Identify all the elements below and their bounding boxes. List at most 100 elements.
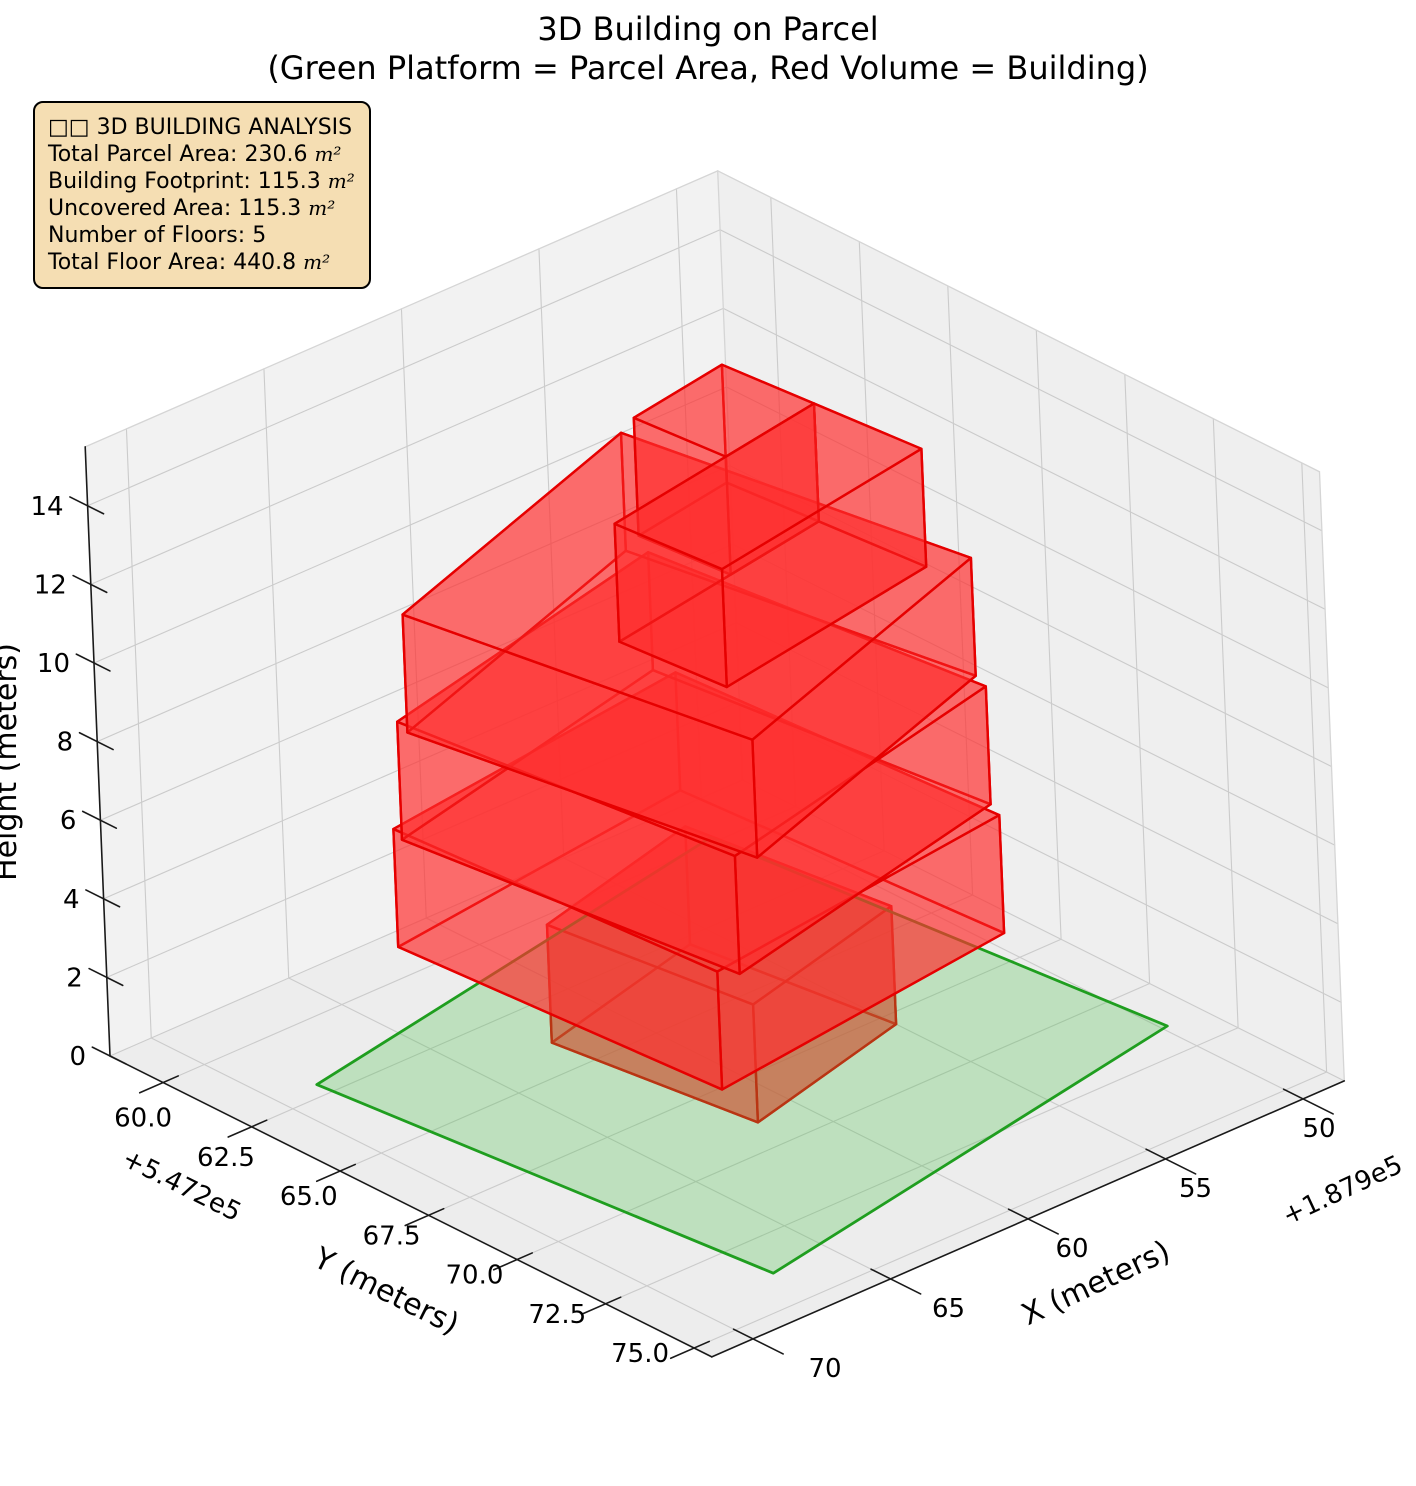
z-tick-label: 6 <box>60 806 77 836</box>
pane-edge <box>84 170 719 448</box>
grid-line <box>150 1037 754 1340</box>
grid-line <box>563 857 1167 1160</box>
y-tick-label: 75.0 <box>611 1339 669 1369</box>
z-tick <box>88 967 124 987</box>
z-tick <box>78 731 114 751</box>
pane-edge <box>717 170 744 781</box>
grid-line <box>858 241 885 852</box>
grid-line <box>87 229 721 507</box>
chart-title-line1: 3D Building on Parcel <box>537 10 879 48</box>
grid-line <box>538 248 565 859</box>
pane-edge <box>1318 471 1345 1082</box>
stat-label: Total Floor Area: <box>48 250 227 275</box>
floor-4-face <box>401 431 973 741</box>
grid-line <box>263 368 290 979</box>
grid-line <box>106 700 740 978</box>
analysis-row-parcel-area: Total Parcel Area: 230.6 m² <box>48 141 356 168</box>
grid-line <box>288 977 892 1280</box>
grid-line <box>732 543 1336 846</box>
z-tick-label: 12 <box>34 570 67 600</box>
stat-value: 115.3 <box>257 169 321 194</box>
pane-back-right <box>717 170 1345 1081</box>
grid-line <box>675 188 702 799</box>
grid-line <box>99 543 734 821</box>
z-axis-spine <box>84 446 111 1057</box>
stat-label: Building Footprint: <box>48 169 251 194</box>
grid-line <box>162 805 797 1084</box>
grid-line <box>251 850 885 1128</box>
z-tick-label: 10 <box>37 649 70 679</box>
z-tick <box>91 1046 127 1065</box>
z-tick-label: 8 <box>57 728 74 758</box>
x-axis-offset: +1.879e5 <box>1278 1150 1407 1232</box>
chart-title-line2: (Green Platform = Parcel Area, Red Volum… <box>267 49 1149 88</box>
y-tick-label: 65.0 <box>280 1182 338 1212</box>
grid-line <box>770 196 797 808</box>
analysis-row-floor-area: Total Floor Area: 440.8 m² <box>48 249 356 276</box>
grid-line <box>735 622 1339 925</box>
x-axis-label: X (meters) <box>1016 1234 1175 1333</box>
stat-label: Number of Floors: <box>48 223 246 248</box>
floor-2-face <box>392 671 1001 973</box>
analysis-row-footprint: Building Footprint: 115.3 m² <box>48 168 356 195</box>
grid-line <box>1035 329 1062 940</box>
grid-line <box>109 779 744 1057</box>
x-tick <box>1145 1148 1197 1175</box>
pane-edge <box>717 170 1321 473</box>
x-tick <box>732 1328 784 1355</box>
stat-unit: m² <box>308 196 336 220</box>
stat-unit: m² <box>303 250 331 274</box>
floor-3-face <box>396 551 987 858</box>
grid-line <box>90 307 724 585</box>
x-tick-label: 70 <box>809 1354 842 1384</box>
analysis-box: □□ 3D BUILDING ANALYSIS Total Parcel Are… <box>33 101 371 289</box>
y-tick <box>138 1075 180 1094</box>
stat-unit: m² <box>314 142 342 166</box>
analysis-row-uncovered: Uncovered Area: 115.3 m² <box>48 195 356 222</box>
x-tick-label: 65 <box>932 1294 965 1324</box>
parcel-platform <box>315 836 1169 1275</box>
z-tick-label: 14 <box>31 492 64 522</box>
z-tick-label: 4 <box>63 885 80 915</box>
y-tick <box>669 1340 711 1360</box>
analysis-box-header: □□ 3D BUILDING ANALYSIS <box>48 115 353 140</box>
y-tick-label: 70.0 <box>445 1261 503 1291</box>
grid-line <box>741 779 1345 1082</box>
stat-unit: m² <box>327 169 355 193</box>
grid-line <box>605 1027 1239 1305</box>
x-tick <box>1282 1088 1334 1115</box>
z-axis-label: Height (meters) <box>0 643 24 881</box>
grid-line <box>516 982 1151 1261</box>
grid-line <box>1124 373 1151 985</box>
grid-line <box>125 428 152 1039</box>
y-tick <box>581 1296 622 1315</box>
y-tick <box>492 1252 534 1271</box>
grid-line <box>103 622 737 900</box>
chart-title: 3D Building on Parcel (Green Platform = … <box>0 10 1416 88</box>
x-tick-label: 60 <box>1056 1234 1089 1264</box>
z-tick <box>85 889 121 908</box>
grid-line <box>425 917 1029 1220</box>
y-tick <box>227 1119 268 1138</box>
stat-label: Uncovered Area: <box>48 196 232 221</box>
stat-value: 5 <box>252 223 267 248</box>
analysis-row-floors: Number of Floors: 5 <box>48 222 356 249</box>
x-tick <box>870 1268 922 1295</box>
x-tick <box>1007 1208 1059 1235</box>
floor-5-face <box>613 402 923 571</box>
stat-value: 115.3 <box>238 196 302 221</box>
z-tick <box>81 810 118 829</box>
grid-line <box>947 285 974 896</box>
y-tick-label: 62.5 <box>197 1143 255 1173</box>
grid-line <box>1301 462 1328 1073</box>
grid-line <box>725 386 1329 689</box>
z-tick-label: 2 <box>66 963 83 993</box>
z-tick <box>72 574 108 594</box>
grid-line <box>700 797 1304 1100</box>
grid-line <box>1212 418 1239 1029</box>
floor-1-face <box>545 825 893 1006</box>
x-tick-label: 50 <box>1303 1114 1336 1144</box>
stat-label: Total Parcel Area: <box>48 142 238 167</box>
grid-line <box>729 465 1333 768</box>
